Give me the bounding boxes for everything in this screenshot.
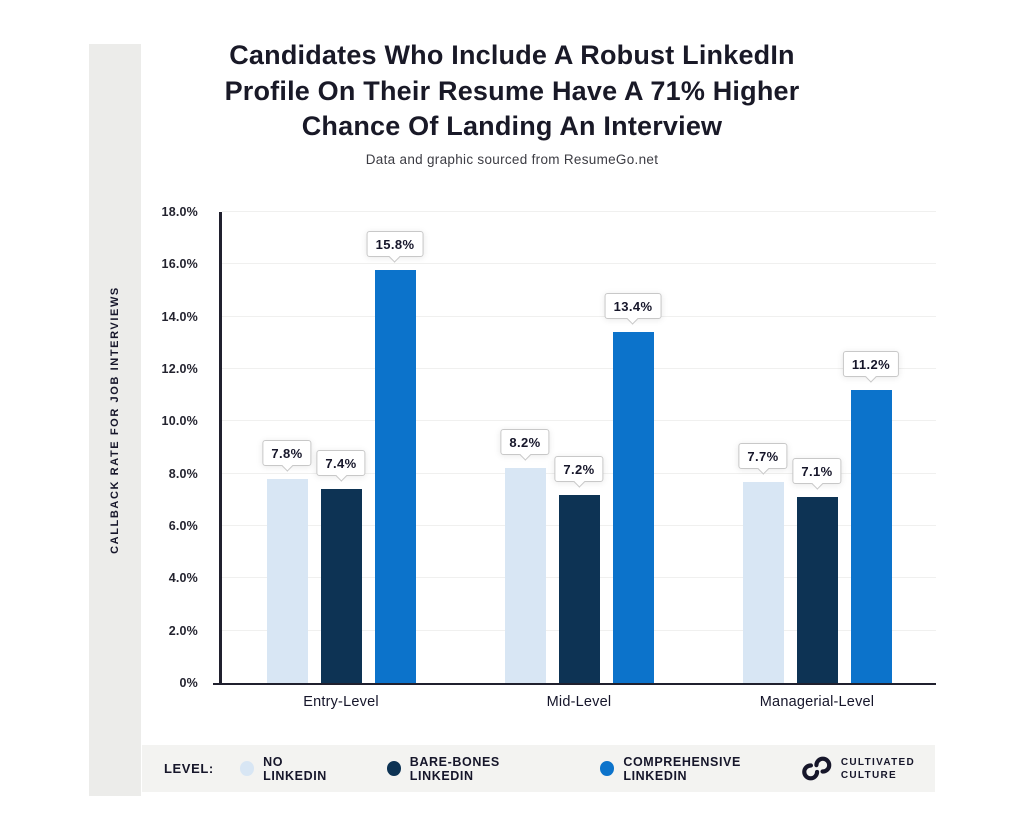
legend-item-no-linkedin: NO LINKEDIN [239,754,347,783]
source-attribution: Data and graphic sourced from ResumeGo.n… [365,152,659,167]
gridline-18 [222,211,936,212]
bar-no-linkedin-mid-level [504,468,546,683]
callout-notch [519,449,531,462]
y-tick-4-0-: 4.0% [168,571,198,586]
legend-label-no-linkedin: NO LINKEDIN [263,754,327,783]
gridline-12 [222,368,936,370]
bar-groups: 7.8% 7.4% 15.8% 8.2% 7.2% 13.4% 7.7% 7.1% 11.2% [222,212,936,683]
y-axis-label: CALLBACK RATE FOR JOB INTERVIEWS [109,286,121,554]
bar-bare-bones-linkedin-mid-level [558,494,600,683]
brand-name-line-1: CULTIVATED [840,756,915,768]
bar-comprehensive-linkedin-entry-level [374,269,416,683]
y-tick-6-0-: 6.0% [168,519,198,534]
legend-label-bare-bones-linkedin: BARE-BONES LINKEDIN [409,754,500,783]
y-axis-ticks: 0% 2.0% 4.0% 6.0% 8.0% 10.0% 12.0% 14.0% 16.0% 18… [140,205,210,690]
legend-items: NO LINKEDIN BARE-BONES LINKEDIN COMPREHENS… [239,754,800,783]
brand-logo-text: CULTIVATED CULTURE [841,756,915,782]
y-tick-14-0-: 14.0% [161,309,198,324]
legend-prefix: LEVEL: [164,761,214,776]
value-callout-comprehensive-linkedin-entry-level: 15.8% [366,230,424,263]
legend-item-comprehensive-linkedin: COMPREHENSIVE LINKEDIN [600,755,800,783]
y-tick-18-0-: 18.0% [161,205,198,219]
value-callout-no-linkedin-managerial-level: 7.7% [738,442,788,475]
cultivated-culture-logo-icon [802,756,832,780]
gridline-10 [222,420,936,422]
legend-item-bare-bones-linkedin: BARE-BONES LINKEDIN [386,754,561,783]
bar-slot-bare-bones-linkedin-mid-level: 7.2% [554,212,604,683]
chart-plot: 7.8% 7.4% 15.8% 8.2% 7.2% 13.4% 7.7% 7.1% 11.2% [213,211,936,685]
bar-no-linkedin-entry-level [266,478,308,683]
legend-swatch-no-linkedin [239,761,255,776]
y-tick-2-0-: 2.0% [168,623,198,638]
value-callout-bare-bones-linkedin-mid-level: 7.2% [554,455,604,488]
callout-notch [389,250,401,263]
y-tick-12-0-: 12.0% [161,362,198,377]
y-tick-10-0-: 10.0% [161,414,198,429]
value-callout-bare-bones-linkedin-entry-level: 7.4% [316,450,366,483]
legend-swatch-comprehensive-linkedin [600,761,615,776]
callout-notch [573,475,585,488]
x-label-managerial-level: Managerial-Level [759,694,875,710]
title-line-1: Candidates Who Include A Robust LinkedIn [229,40,795,70]
bar-group-entry-level: 7.8% 7.4% 15.8% [222,212,460,683]
brand-name-line-2: CULTURE [840,769,898,781]
bar-slot-no-linkedin-entry-level: 7.8% [262,212,312,683]
legend-swatch-bare-bones-linkedin [386,761,401,776]
callout-notch [627,313,639,326]
value-callout-bare-bones-linkedin-managerial-level: 7.1% [792,458,842,490]
x-label-mid-level: Mid-Level [546,694,612,710]
bar-slot-bare-bones-linkedin-managerial-level: 7.1% [792,212,842,683]
gridline-16 [222,263,936,265]
brand-logo: CULTIVATED CULTURE [800,756,915,782]
y-axis-label-strip: CALLBACK RATE FOR JOB INTERVIEWS [89,44,141,796]
value-callout-comprehensive-linkedin-mid-level: 13.4% [604,293,662,326]
x-axis-labels: Entry-Level Mid-Level Managerial-Level [222,694,936,710]
bar-slot-comprehensive-linkedin-entry-level: 15.8% [366,212,424,683]
y-tick-8-0-: 8.0% [168,466,198,481]
bar-slot-bare-bones-linkedin-entry-level: 7.4% [316,212,366,683]
bar-comprehensive-linkedin-mid-level [612,332,654,683]
callout-notch [335,470,347,483]
bar-comprehensive-linkedin-managerial-level [850,389,892,683]
y-tick-16-0-: 16.0% [161,257,198,272]
title-line-2: Profile On Their Resume Have A 71% Highe… [224,75,800,106]
x-axis-line [213,682,936,685]
value-callout-comprehensive-linkedin-managerial-level: 11.2% [842,350,900,383]
value-callout-no-linkedin-entry-level: 7.8% [262,439,312,472]
callout-notch [757,462,769,475]
callout-notch [281,460,293,472]
page-title: Candidates Who Include A Robust LinkedIn… [122,38,902,145]
callout-notch [811,478,823,490]
x-label-entry-level: Entry-Level [303,694,379,710]
legend-bar: LEVEL: NO LINKEDIN BARE-BONES LINKEDIN COM… [142,745,935,792]
y-tick-0-: 0% [179,676,198,690]
value-callout-no-linkedin-mid-level: 8.2% [500,429,550,462]
callout-notch [865,371,877,383]
y-axis-line [219,212,222,683]
title-line-3: Chance Of Landing An Interview [301,111,723,142]
bar-bare-bones-linkedin-entry-level [320,489,362,683]
legend-label-comprehensive-linkedin: COMPREHENSIVE LINKEDIN [623,754,741,783]
bar-slot-comprehensive-linkedin-managerial-level: 11.2% [842,212,900,683]
gridline-14 [222,315,936,317]
bar-group-mid-level: 8.2% 7.2% 13.4% [460,212,698,683]
bar-slot-no-linkedin-managerial-level: 7.7% [738,212,788,683]
bar-slot-comprehensive-linkedin-mid-level: 13.4% [604,212,662,683]
bar-slot-no-linkedin-mid-level: 8.2% [500,212,550,683]
bar-no-linkedin-managerial-level [742,481,784,683]
bar-bare-bones-linkedin-managerial-level [796,497,838,683]
bar-group-managerial-level: 7.7% 7.1% 11.2% [698,212,936,683]
